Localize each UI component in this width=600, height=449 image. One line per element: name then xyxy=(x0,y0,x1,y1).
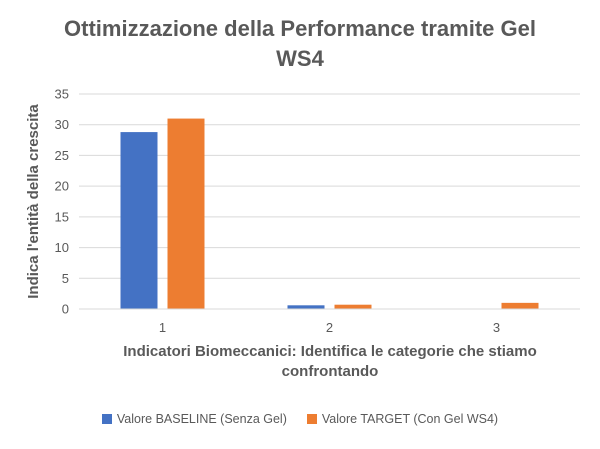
y-tick-label: 10 xyxy=(55,240,69,255)
bar-target-1[interactable] xyxy=(167,118,205,309)
legend: Valore BASELINE (Senza Gel) Valore TARGE… xyxy=(0,412,600,426)
bar-baseline-2[interactable] xyxy=(287,305,325,309)
bar-target-3[interactable] xyxy=(501,302,539,309)
y-tick-label: 20 xyxy=(55,179,69,194)
bars xyxy=(120,118,539,309)
y-tick-label: 5 xyxy=(62,271,69,286)
bar-baseline-1[interactable] xyxy=(120,132,158,309)
y-tick-label: 35 xyxy=(55,87,69,102)
x-tick-label: 2 xyxy=(326,320,333,335)
x-tick-label: 1 xyxy=(159,320,166,335)
legend-swatch-baseline xyxy=(101,414,112,424)
gridlines xyxy=(79,93,580,279)
axes: 0 5 10 15 20 25 30 35 1 2 3 xyxy=(55,87,580,335)
y-tick-label: 25 xyxy=(55,148,69,163)
legend-item-baseline[interactable]: Valore BASELINE (Senza Gel) xyxy=(101,412,287,426)
x-axis-label-line-2: confrontando xyxy=(281,363,379,380)
legend-item-target[interactable]: Valore TARGET (Con Gel WS4) xyxy=(306,412,499,426)
y-tick-label: 0 xyxy=(62,302,69,317)
y-tick-label: 30 xyxy=(55,117,69,132)
x-tick-label: 3 xyxy=(493,320,500,335)
y-axis-label: Indica l'entità della crescita xyxy=(25,104,42,299)
legend-label-target: Valore TARGET (Con Gel WS4) xyxy=(321,412,499,426)
chart-title-line-1: Ottimizzazione della Performance tramite… xyxy=(64,16,536,41)
chart-title-line-2: WS4 xyxy=(276,46,324,71)
y-tick-label: 15 xyxy=(55,209,69,224)
legend-label-baseline: Valore BASELINE (Senza Gel) xyxy=(116,412,287,426)
x-axis-label-line-1: Indicatori Biomeccanici: Identifica le c… xyxy=(123,343,537,360)
bar-target-2[interactable] xyxy=(334,304,372,309)
legend-swatch-target xyxy=(306,414,317,424)
